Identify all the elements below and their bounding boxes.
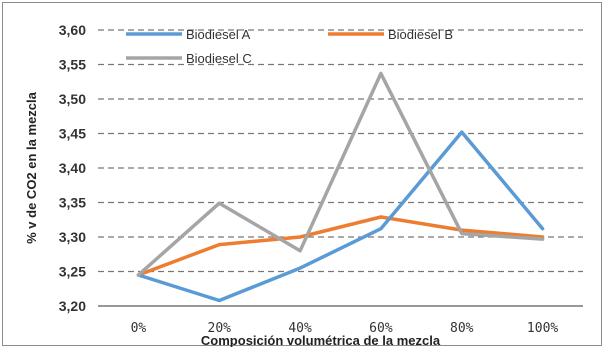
y-tick-label: 3,35 — [59, 195, 86, 211]
y-axis-title: % v de CO2 en la mezcla — [24, 91, 39, 244]
y-tick-label: 3,60 — [59, 22, 86, 38]
legend-label: Biodiesel C — [186, 51, 252, 66]
y-tick-label: 3,45 — [59, 126, 86, 142]
y-tick-label: 3,20 — [59, 298, 86, 314]
x-axis-title: Composición volumétrica de la mezcla — [201, 333, 441, 347]
x-tick-label: 0% — [131, 321, 147, 336]
y-tick-label: 3,30 — [59, 229, 86, 245]
x-tick-label: 100% — [527, 321, 558, 336]
legend-label: Biodiesel A — [186, 27, 251, 42]
x-tick-label: 20% — [208, 321, 232, 336]
y-tick-label: 3,50 — [59, 91, 86, 107]
line-chart: 3,20 3,25 3,30 3,35 3,40 3,45 3,50 3,55 3,60 0% 20… — [24, 22, 583, 347]
y-tick-label: 3,55 — [59, 57, 86, 73]
series-line-biodiesel-c — [136, 71, 545, 277]
x-tick-label: 80% — [450, 321, 474, 336]
x-tick-label: 40% — [288, 321, 312, 336]
chart-container: 3,20 3,25 3,30 3,35 3,40 3,45 3,50 3,55 3,60 0% 20… — [2, 2, 602, 347]
series-line-biodiesel-b — [136, 215, 545, 277]
series-line-biodiesel-a — [136, 130, 545, 303]
y-tick-label: 3,25 — [59, 264, 86, 280]
y-tick-label: 3,40 — [59, 160, 86, 176]
x-tick-label: 60% — [369, 321, 393, 336]
legend-label: Biodiesel B — [388, 27, 453, 42]
